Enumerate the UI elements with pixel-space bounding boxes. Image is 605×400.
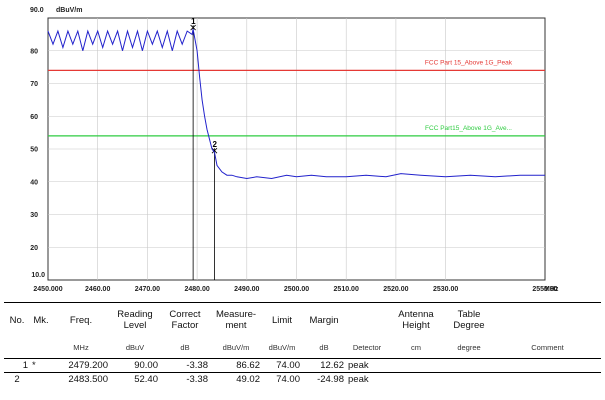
row-detector: peak bbox=[346, 358, 388, 373]
spectrum-chart: 90.0 dBuV/m MHz 10.0 20 30 40 50 60 70 80 2450.… bbox=[30, 7, 559, 293]
x-tick-label: 2450.000 bbox=[33, 286, 62, 293]
row-mk bbox=[30, 373, 52, 387]
row-no: 2 bbox=[14, 374, 20, 385]
row-measurement: 49.02 bbox=[236, 374, 260, 385]
x-tick-label: 2550.00 bbox=[532, 286, 557, 293]
marker-label: 2 bbox=[212, 140, 217, 149]
row-height bbox=[388, 373, 444, 387]
unit-height: cm bbox=[388, 336, 444, 359]
y-tick-label: 40 bbox=[30, 179, 38, 186]
unit-comment: Comment bbox=[494, 336, 601, 359]
unit-measurement: dBuV/m bbox=[210, 336, 262, 359]
unit-limit: dBuV/m bbox=[262, 336, 302, 359]
peak-limit-label: FCC Part 15_Above 1G_Peak bbox=[425, 59, 513, 66]
col-header-comment bbox=[494, 304, 601, 336]
y-tick-label: 70 bbox=[30, 81, 38, 88]
marker-cross bbox=[211, 147, 218, 154]
y-tick-label: 30 bbox=[30, 212, 38, 219]
x-tick-label: 2500.00 bbox=[284, 286, 309, 293]
average-limit-label: FCC Part15_Above 1G_Ave... bbox=[425, 125, 512, 132]
x-unit-label: MHz bbox=[544, 286, 559, 293]
row-height bbox=[388, 358, 444, 373]
y-bottom-label: 10.0 bbox=[31, 272, 45, 279]
table-top-rule bbox=[4, 302, 601, 303]
row-measurement: 86.62 bbox=[210, 358, 262, 373]
table-row: 2 2483.500 52.40 -3.38 49.02 74.00 -24.9… bbox=[4, 373, 601, 387]
row-factor: -3.38 bbox=[186, 374, 208, 385]
x-tick-label: 2530.00 bbox=[433, 286, 458, 293]
x-tick-label: 2520.00 bbox=[383, 286, 408, 293]
y-unit-label: dBuV/m bbox=[56, 7, 82, 14]
row-margin: -24.98 bbox=[317, 374, 344, 385]
unit-degree: degree bbox=[444, 336, 494, 359]
unit-no bbox=[4, 336, 30, 359]
table-unit-row: MHz dBuV dB dBuV/m dBuV/m dB Detector cm… bbox=[4, 336, 601, 359]
row-limit: 74.00 bbox=[276, 374, 300, 385]
unit-freq: MHz bbox=[52, 336, 110, 359]
row-no: 1 bbox=[4, 358, 30, 373]
y-top-label: 90.0 bbox=[30, 7, 44, 14]
col-header-table: Table Degree bbox=[453, 309, 485, 331]
x-tick-label: 2490.00 bbox=[234, 286, 259, 293]
x-tick-label: 2510.00 bbox=[334, 286, 359, 293]
spectrum-trace bbox=[47, 29, 545, 180]
unit-reading: dBuV bbox=[110, 336, 160, 359]
table-header-row: No. Mk. Freq. Reading Level Correct Fact… bbox=[4, 304, 601, 336]
marker-cross bbox=[190, 24, 196, 31]
row-degree bbox=[444, 373, 494, 387]
col-header-antenna: Antenna Height bbox=[398, 309, 434, 331]
x-tick-label: 2470.00 bbox=[135, 286, 160, 293]
y-tick-label: 60 bbox=[30, 114, 38, 121]
row-comment bbox=[494, 373, 601, 387]
col-header-mk: Mk. bbox=[33, 314, 49, 326]
col-header-factor: Correct Factor bbox=[169, 309, 201, 331]
col-header-limit: Limit bbox=[271, 314, 293, 326]
row-freq: 2483.500 bbox=[68, 374, 108, 385]
row-factor: -3.38 bbox=[160, 358, 210, 373]
unit-margin: dB bbox=[302, 336, 346, 359]
results-table: No. Mk. Freq. Reading Level Correct Fact… bbox=[4, 304, 601, 386]
row-reading: 90.00 bbox=[110, 358, 160, 373]
row-detector: peak bbox=[348, 374, 369, 385]
row-degree bbox=[444, 358, 494, 373]
col-header-reading: Reading Level bbox=[117, 309, 153, 331]
col-header-margin: Margin bbox=[309, 314, 339, 326]
col-header-measurement: Measure- ment bbox=[215, 309, 257, 331]
row-comment bbox=[494, 358, 601, 373]
x-tick-label: 2460.00 bbox=[85, 286, 110, 293]
y-tick-label: 20 bbox=[30, 245, 38, 252]
y-tick-label: 50 bbox=[30, 147, 38, 154]
row-reading: 52.40 bbox=[134, 374, 158, 385]
col-header-freq: Freq. bbox=[69, 314, 93, 326]
row-limit: 74.00 bbox=[262, 358, 302, 373]
col-header-no: No. bbox=[9, 314, 25, 326]
row-margin: 12.62 bbox=[302, 358, 346, 373]
unit-mk bbox=[30, 336, 52, 359]
table-row: 1 * 2479.200 90.00 -3.38 86.62 74.00 12.… bbox=[4, 358, 601, 373]
y-tick-label: 80 bbox=[30, 48, 38, 55]
row-mk: * bbox=[30, 358, 52, 373]
col-header-detector bbox=[346, 304, 388, 336]
unit-detector: Detector bbox=[346, 336, 388, 359]
x-tick-label: 2480.00 bbox=[184, 286, 209, 293]
unit-factor: dB bbox=[160, 336, 210, 359]
row-freq: 2479.200 bbox=[52, 358, 110, 373]
marker-label: 1 bbox=[191, 17, 196, 26]
